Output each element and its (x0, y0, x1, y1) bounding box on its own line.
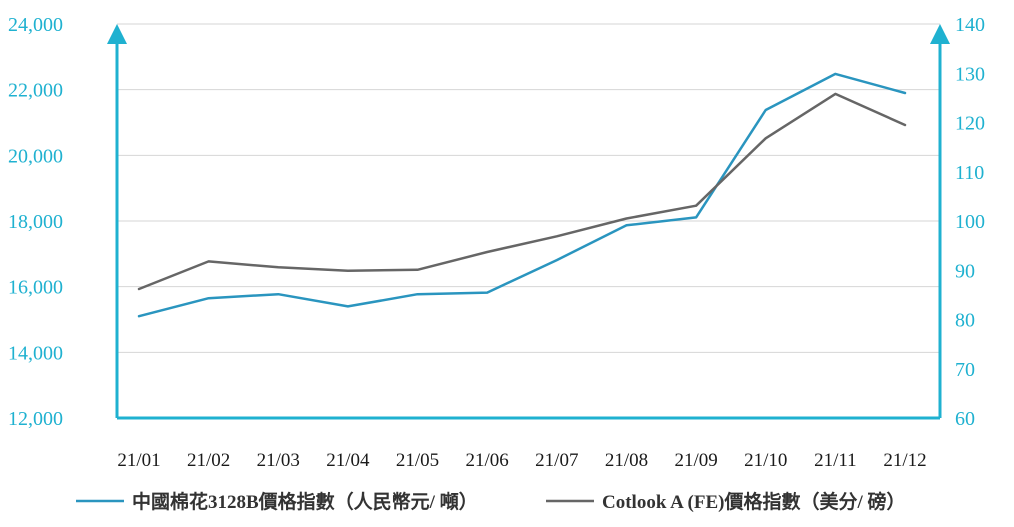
x-tick-label: 21/04 (326, 450, 370, 471)
y-left-axis-arrow-icon (107, 24, 127, 44)
y-right-tick-label: 80 (955, 310, 975, 332)
grid (117, 23, 940, 353)
series-lines (137, 72, 907, 318)
y-right-tick-label: 110 (955, 162, 984, 184)
x-tick-label: 21/05 (396, 450, 439, 471)
y-left-tick-label: 16,000 (8, 277, 63, 299)
legend: 中國棉花3128B價格指數（人民幣元/ 噸） Cotlook A (FE)價格指數… (76, 490, 905, 513)
y-right-tick-label: 60 (955, 408, 975, 430)
y-right-axis-arrow-icon (930, 24, 950, 44)
x-tick-label: 21/03 (257, 450, 300, 471)
x-tick-label: 21/11 (814, 450, 857, 471)
x-tick-label: 21/01 (117, 450, 160, 471)
series-line-1 (137, 72, 907, 318)
y-left-tick-label: 24,000 (8, 14, 63, 36)
axes (107, 24, 950, 420)
y-left-tick-label: 12,000 (8, 408, 63, 430)
tick-labels: 12,000 14,000 16,000 18,000 20,000 22,000 24,0… (8, 14, 985, 471)
y-right-tick-label: 70 (955, 359, 975, 381)
x-tick-label: 21/10 (744, 450, 787, 471)
y-right-tick-label: 140 (955, 14, 985, 36)
x-tick-label: 21/12 (883, 450, 926, 471)
legend-label-2: Cotlook A (FE)價格指數（美分/ 磅） (602, 490, 905, 513)
x-tick-label: 21/07 (535, 450, 578, 471)
legend-label-1: 中國棉花3128B價格指數（人民幣元/ 噸） (132, 490, 478, 513)
x-tick-label: 21/08 (605, 450, 648, 471)
x-tick-label: 21/02 (187, 450, 230, 471)
x-tick-label: 21/06 (466, 450, 509, 471)
x-tick-label: 21/09 (674, 450, 717, 471)
y-right-tick-label: 120 (955, 113, 985, 135)
y-left-tick-label: 14,000 (8, 342, 63, 364)
y-left-tick-label: 22,000 (8, 80, 63, 102)
y-left-tick-label: 20,000 (8, 145, 63, 167)
series-line-2 (137, 92, 907, 291)
y-left-tick-label: 18,000 (8, 211, 63, 233)
y-right-tick-label: 130 (955, 63, 985, 85)
y-right-tick-label: 90 (955, 260, 975, 282)
y-right-tick-label: 100 (955, 211, 985, 233)
